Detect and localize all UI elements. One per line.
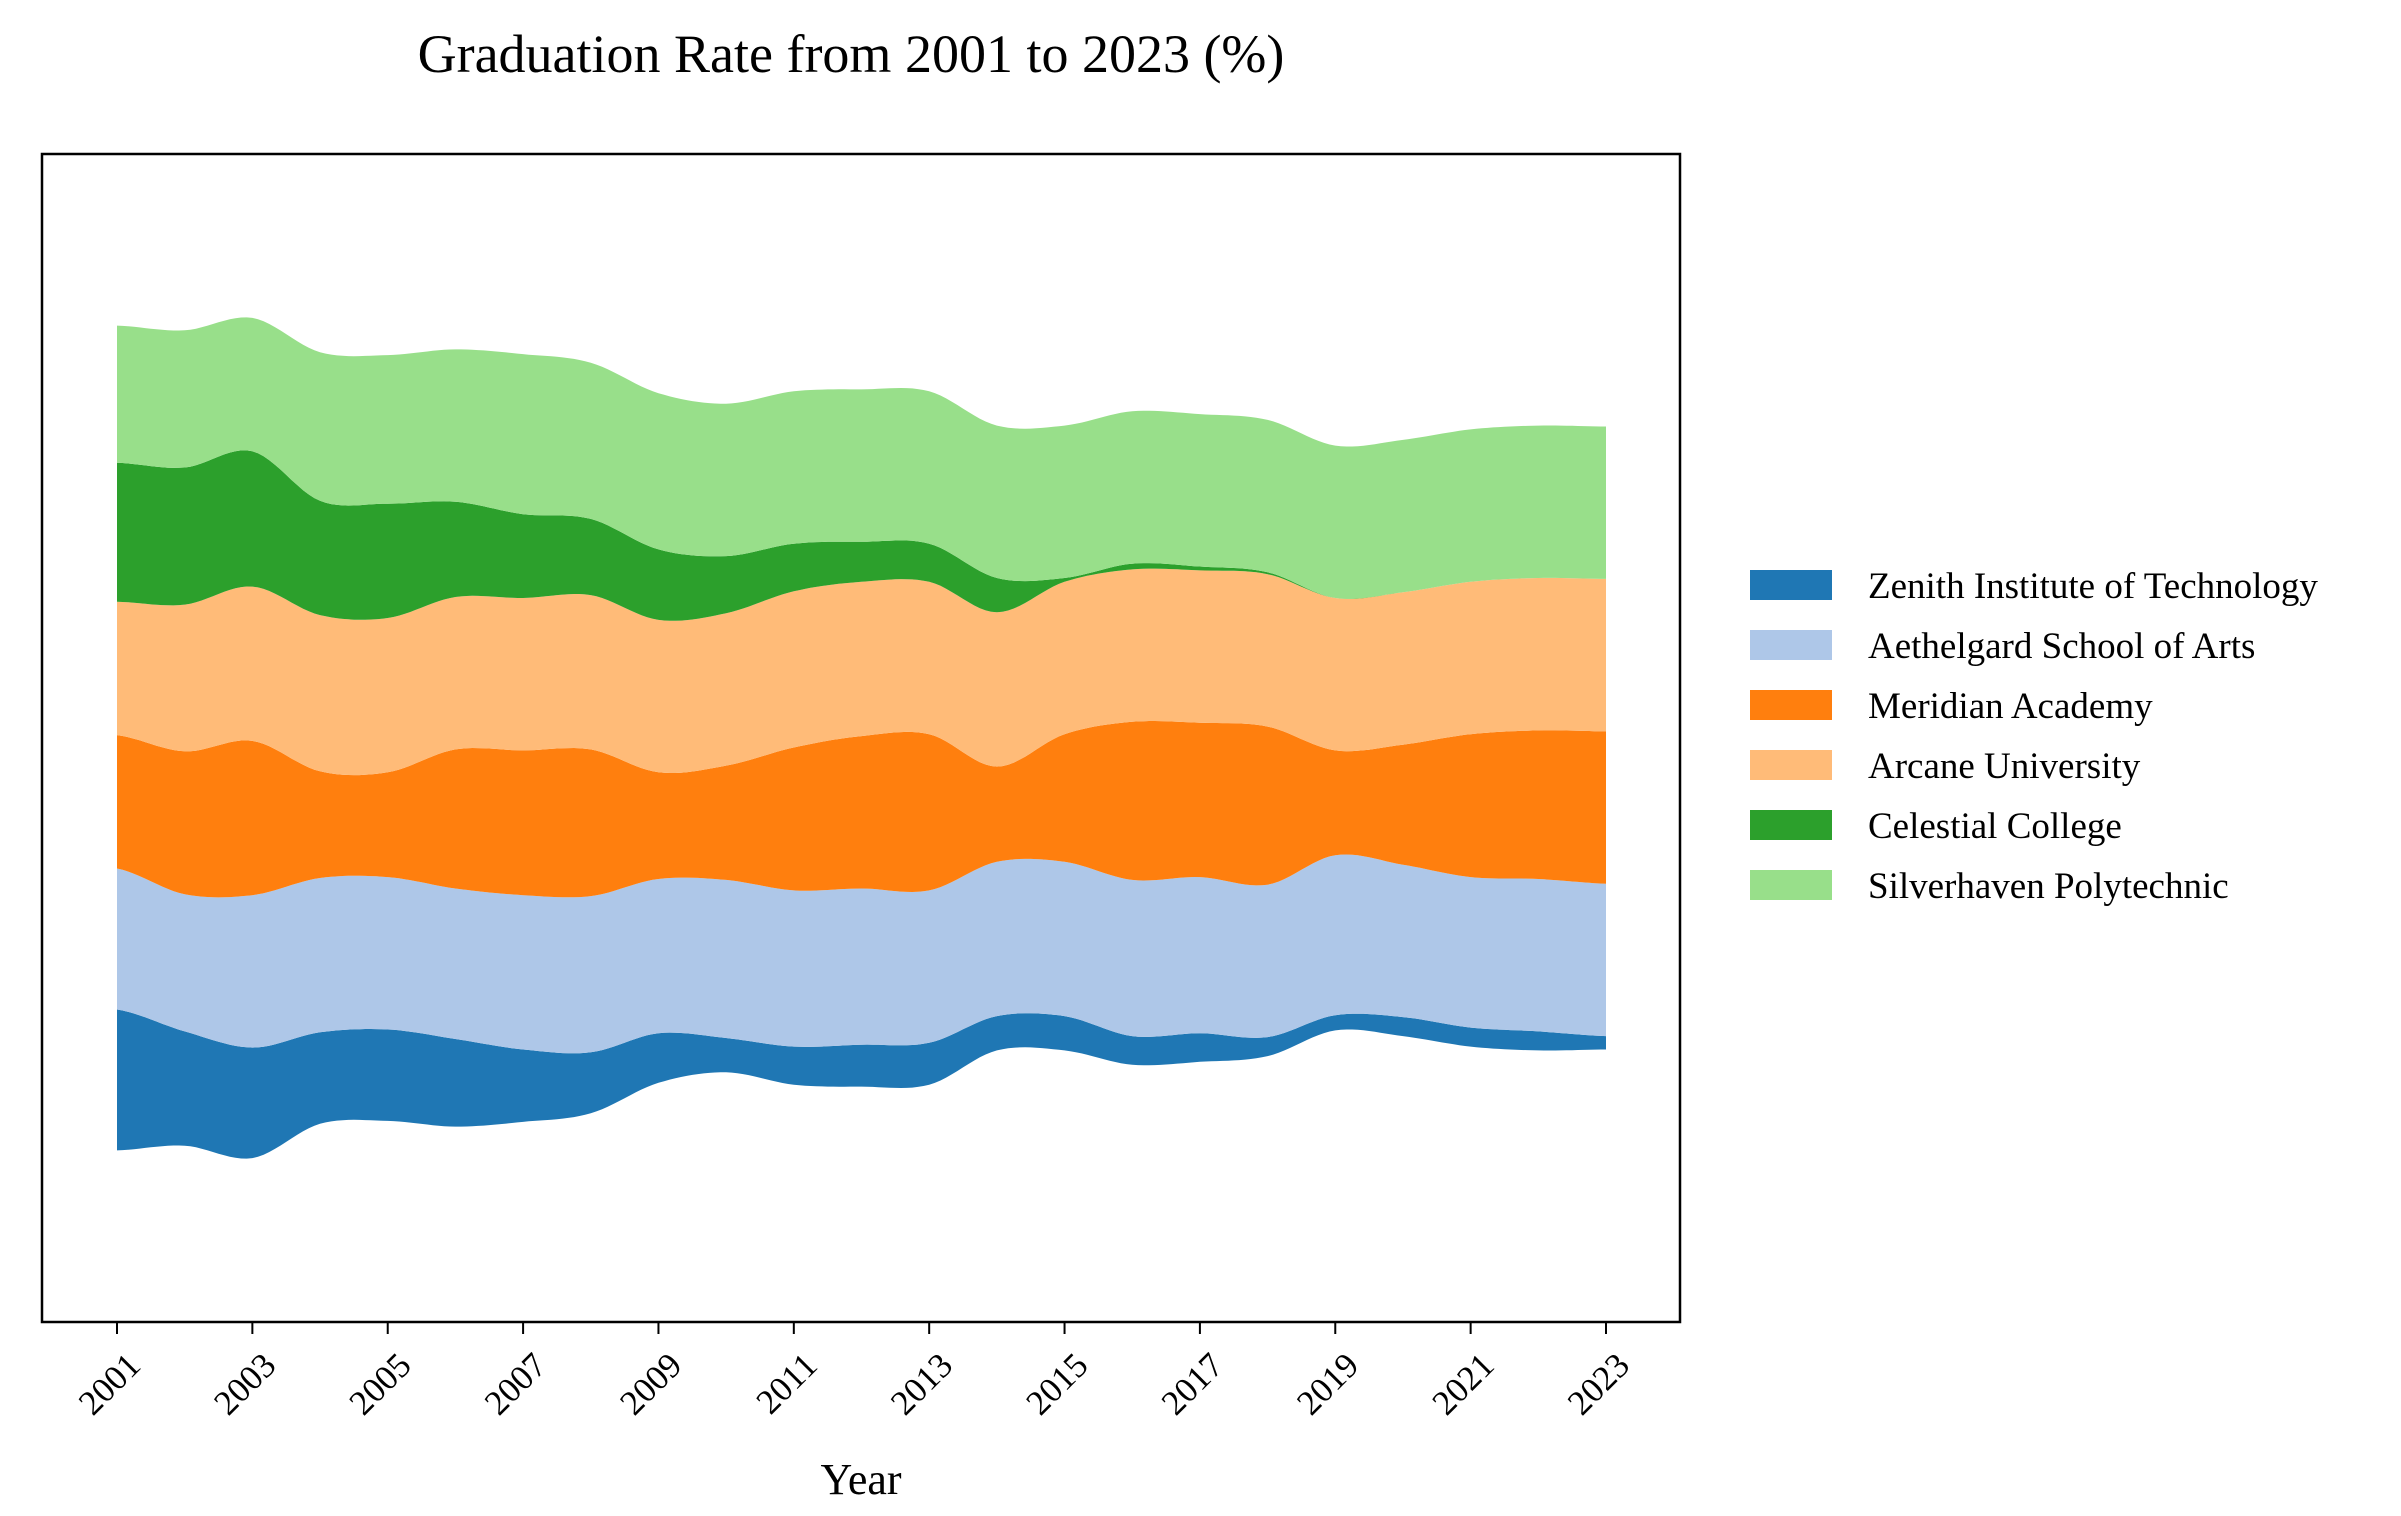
x-tick-label: 2023 xyxy=(1560,1345,1637,1422)
legend-swatch xyxy=(1750,870,1832,900)
stream-silverhaven-polytechnic xyxy=(117,317,1606,599)
legend-label: Celestial College xyxy=(1868,806,2122,847)
x-tick-label: 2021 xyxy=(1425,1345,1502,1422)
x-tick-label: 2011 xyxy=(749,1345,825,1421)
legend-swatch xyxy=(1750,690,1832,720)
legend-label: Arcane University xyxy=(1868,746,2141,787)
x-tick-label: 2003 xyxy=(206,1345,283,1422)
legend-label: Meridian Academy xyxy=(1868,686,2153,727)
legend-label: Silverhaven Polytechnic xyxy=(1868,866,2229,907)
x-tick-label: 2017 xyxy=(1154,1345,1231,1422)
legend-swatch xyxy=(1750,570,1832,600)
legend-label: Zenith Institute of Technology xyxy=(1868,566,2318,607)
legend-label: Aethelgard School of Arts xyxy=(1868,626,2255,667)
stream-meridian-academy xyxy=(117,721,1606,898)
x-tick-label: 2009 xyxy=(612,1345,689,1422)
legend: Zenith Institute of Technology Aethelgard… xyxy=(1750,566,2318,907)
stream-areas xyxy=(117,317,1606,1159)
x-tick-label: 2013 xyxy=(883,1345,960,1422)
x-axis-label: Year xyxy=(820,1455,901,1504)
stream-aethelgard-school-of-arts xyxy=(117,854,1606,1054)
x-tick-label: 2019 xyxy=(1289,1345,1366,1422)
legend-swatch xyxy=(1750,630,1832,660)
stream-zenith-institute-of-technology xyxy=(117,1009,1606,1159)
x-tick-label: 2001 xyxy=(71,1345,148,1422)
stream-arcane-university xyxy=(117,568,1606,776)
x-axis-ticks: 2001 2003 2005 2007 2009 2011 2013 2015 2017 2019… xyxy=(71,1322,1637,1422)
legend-swatch xyxy=(1750,810,1832,840)
x-tick-label: 2015 xyxy=(1018,1345,1095,1422)
plot-frame xyxy=(40,152,1682,1324)
legend-swatch xyxy=(1750,750,1832,780)
chart-title: Graduation Rate from 2001 to 2023 (%) xyxy=(418,24,1285,84)
stream-celestial-college xyxy=(117,450,1606,621)
x-tick-label: 2007 xyxy=(477,1345,554,1422)
x-tick-label: 2005 xyxy=(342,1345,419,1422)
